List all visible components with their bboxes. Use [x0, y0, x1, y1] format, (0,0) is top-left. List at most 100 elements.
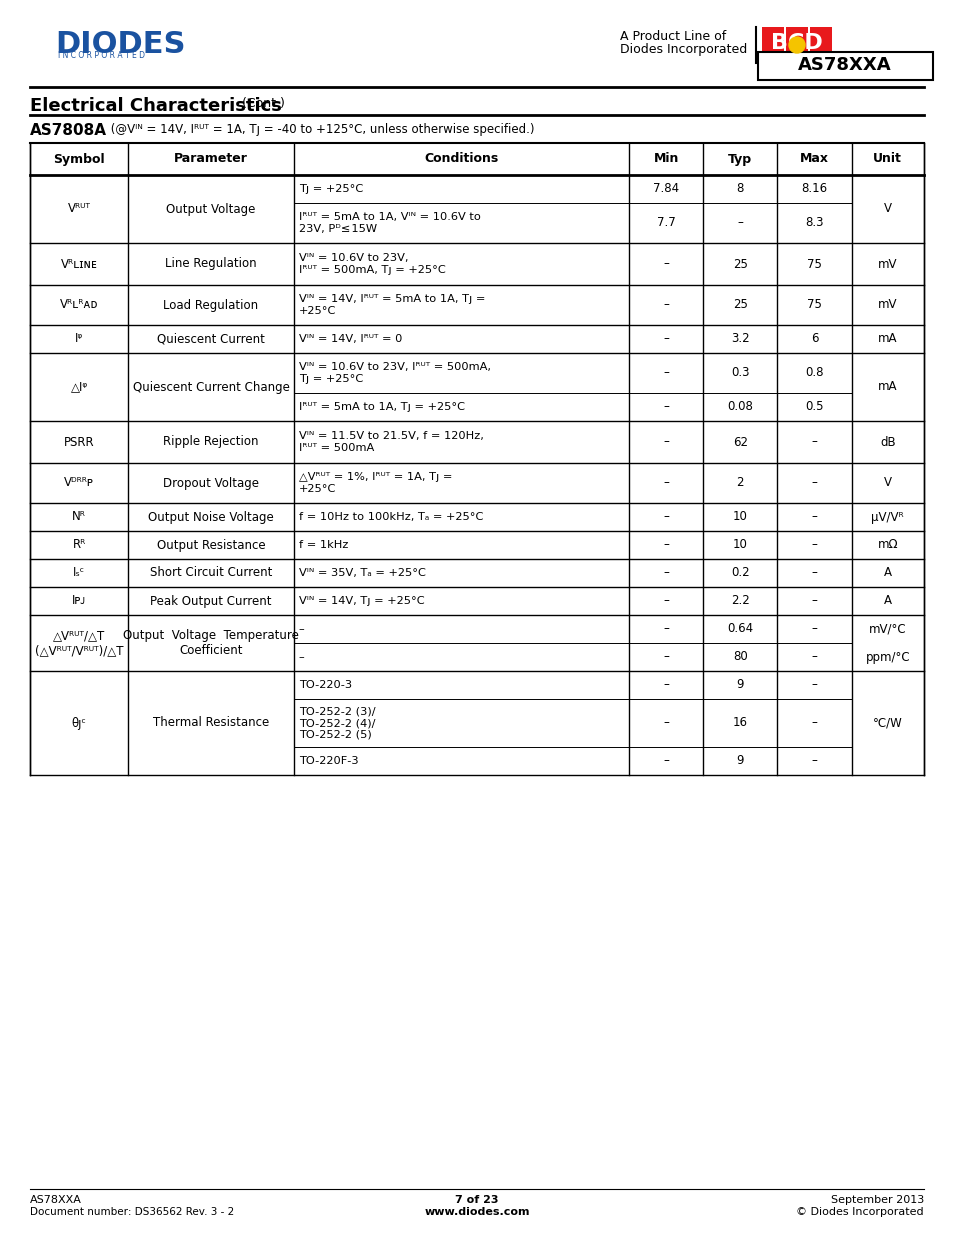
Text: Document number: DS36562 Rev. 3 - 2: Document number: DS36562 Rev. 3 - 2: [30, 1207, 234, 1216]
Text: 10: 10: [732, 510, 747, 524]
Text: Quiescent Current: Quiescent Current: [157, 332, 265, 346]
Text: mA: mA: [877, 380, 897, 394]
Text: TO-220-3: TO-220-3: [298, 680, 352, 690]
Text: –: –: [662, 510, 668, 524]
Text: –: –: [811, 678, 817, 692]
Text: 62: 62: [732, 436, 747, 448]
Text: AS78XXA: AS78XXA: [30, 1195, 82, 1205]
Text: –: –: [811, 755, 817, 767]
Text: –: –: [662, 258, 668, 270]
Text: 6: 6: [810, 332, 818, 346]
Text: Ripple Rejection: Ripple Rejection: [163, 436, 258, 448]
Text: –: –: [662, 678, 668, 692]
Text: V: V: [882, 203, 891, 215]
Text: Electrical Characteristics: Electrical Characteristics: [30, 98, 281, 115]
Text: (Cont.): (Cont.): [237, 98, 285, 110]
Text: Symbol: Symbol: [53, 152, 105, 165]
Text: Vᴰᴿᴿᴘ: Vᴰᴿᴿᴘ: [64, 477, 94, 489]
Text: (@Vᴵᴺ = 14V, Iᴿᵁᵀ = 1A, Tȷ = -40 to +125°C, unless otherwise specified.): (@Vᴵᴺ = 14V, Iᴿᵁᵀ = 1A, Tȷ = -40 to +125…: [107, 124, 534, 136]
Text: Vᴿᵁᵀ: Vᴿᵁᵀ: [68, 203, 91, 215]
Text: Min: Min: [653, 152, 678, 165]
Text: 7 of 23: 7 of 23: [455, 1195, 498, 1205]
Text: 0.3: 0.3: [730, 367, 749, 379]
Text: A Product Line of: A Product Line of: [619, 30, 725, 43]
Text: 9: 9: [736, 678, 743, 692]
Text: V: V: [882, 477, 891, 489]
Text: –: –: [298, 652, 304, 662]
Text: 75: 75: [806, 299, 821, 311]
Text: Vᴵᴺ = 35V, Tₐ = +25°C: Vᴵᴺ = 35V, Tₐ = +25°C: [298, 568, 425, 578]
Text: 0.8: 0.8: [804, 367, 822, 379]
Text: 3.2: 3.2: [730, 332, 749, 346]
Text: 8: 8: [736, 183, 743, 195]
Text: –: –: [662, 436, 668, 448]
Text: 16: 16: [732, 716, 747, 730]
Text: Iᴘᴊ: Iᴘᴊ: [72, 594, 86, 608]
Text: Output Noise Voltage: Output Noise Voltage: [148, 510, 274, 524]
Text: 2.2: 2.2: [730, 594, 749, 608]
Text: Vᴿʟᴿᴀᴅ: Vᴿʟᴿᴀᴅ: [60, 299, 98, 311]
Text: –: –: [662, 755, 668, 767]
Text: –: –: [811, 622, 817, 636]
Text: I N C O R P O R A T E D: I N C O R P O R A T E D: [58, 51, 145, 61]
Text: Peak Output Current: Peak Output Current: [151, 594, 272, 608]
Text: Max: Max: [800, 152, 828, 165]
Text: mA: mA: [877, 332, 897, 346]
Text: Vᴵᴺ = 10.6V to 23V, Iᴿᵁᵀ = 500mA,
Tȷ = +25°C: Vᴵᴺ = 10.6V to 23V, Iᴿᵁᵀ = 500mA, Tȷ = +…: [298, 362, 490, 384]
Text: °C/W: °C/W: [872, 716, 902, 730]
Text: Output Resistance: Output Resistance: [156, 538, 265, 552]
Text: AS7808A: AS7808A: [30, 124, 107, 138]
Text: △Vᴿᵁᵀ = 1%, Iᴿᵁᵀ = 1A, Tȷ =
+25°C: △Vᴿᵁᵀ = 1%, Iᴿᵁᵀ = 1A, Tȷ = +25°C: [298, 472, 452, 494]
Text: TO-220F-3: TO-220F-3: [298, 756, 358, 766]
Text: Vᴵᴺ = 14V, Iᴿᵁᵀ = 0: Vᴵᴺ = 14V, Iᴿᵁᵀ = 0: [298, 333, 401, 345]
Text: Vᴵᴺ = 10.6V to 23V,
Iᴿᵁᵀ = 500mA, Tȷ = +25°C: Vᴵᴺ = 10.6V to 23V, Iᴿᵁᵀ = 500mA, Tȷ = +…: [298, 253, 445, 275]
Text: 9: 9: [736, 755, 743, 767]
Text: △Vᴿᵁᵀ/△T
(△Vᴿᵁᵀ/Vᴿᵁᵀ)/△T: △Vᴿᵁᵀ/△T (△Vᴿᵁᵀ/Vᴿᵁᵀ)/△T: [35, 629, 123, 657]
Text: Nᴿ: Nᴿ: [72, 510, 86, 524]
Text: –: –: [662, 716, 668, 730]
Text: mV: mV: [877, 258, 897, 270]
Text: 8.3: 8.3: [804, 216, 822, 230]
Text: Parameter: Parameter: [173, 152, 248, 165]
Text: –: –: [811, 510, 817, 524]
Text: Rᴿ: Rᴿ: [72, 538, 86, 552]
Text: A: A: [882, 594, 891, 608]
Circle shape: [788, 37, 804, 53]
Text: AS78XXA: AS78XXA: [798, 56, 891, 74]
Text: Conditions: Conditions: [424, 152, 498, 165]
Text: θȷᶜ: θȷᶜ: [71, 716, 87, 730]
Text: –: –: [662, 400, 668, 414]
Text: –: –: [811, 567, 817, 579]
Text: –: –: [298, 624, 304, 634]
Text: –: –: [811, 436, 817, 448]
Text: 80: 80: [732, 651, 747, 663]
Text: Unit: Unit: [872, 152, 902, 165]
FancyBboxPatch shape: [785, 27, 807, 63]
Text: BCD: BCD: [770, 33, 822, 53]
Text: 0.64: 0.64: [726, 622, 753, 636]
Text: –: –: [662, 477, 668, 489]
FancyBboxPatch shape: [761, 27, 783, 63]
FancyBboxPatch shape: [758, 52, 932, 80]
Text: 8.16: 8.16: [801, 183, 826, 195]
Text: Vᴵᴺ = 11.5V to 21.5V, f = 120Hz,
Iᴿᵁᵀ = 500mA: Vᴵᴺ = 11.5V to 21.5V, f = 120Hz, Iᴿᵁᵀ = …: [298, 431, 483, 453]
Text: –: –: [662, 538, 668, 552]
Text: Dropout Voltage: Dropout Voltage: [163, 477, 259, 489]
Text: –: –: [662, 567, 668, 579]
Text: © Diodes Incorporated: © Diodes Incorporated: [796, 1207, 923, 1216]
Text: –: –: [662, 594, 668, 608]
Text: DIODES: DIODES: [55, 30, 185, 59]
Text: Iᵠ: Iᵠ: [75, 332, 83, 346]
Text: Output Voltage: Output Voltage: [166, 203, 255, 215]
Text: Vᴵᴺ = 14V, Iᴿᵁᵀ = 5mA to 1A, Tȷ =
+25°C: Vᴵᴺ = 14V, Iᴿᵁᵀ = 5mA to 1A, Tȷ = +25°C: [298, 294, 484, 316]
Text: Vᴵᴺ = 14V, Tȷ = +25°C: Vᴵᴺ = 14V, Tȷ = +25°C: [298, 597, 424, 606]
Text: Tȷ = +25°C: Tȷ = +25°C: [298, 184, 362, 194]
Text: Output  Voltage  Temperature
Coefficient: Output Voltage Temperature Coefficient: [123, 629, 298, 657]
Text: Iᴿᵁᵀ = 5mA to 1A, Tȷ = +25°C: Iᴿᵁᵀ = 5mA to 1A, Tȷ = +25°C: [298, 403, 464, 412]
Text: Line Regulation: Line Regulation: [165, 258, 256, 270]
Text: –: –: [662, 332, 668, 346]
Text: PSRR: PSRR: [64, 436, 94, 448]
Text: –: –: [737, 216, 742, 230]
Text: –: –: [662, 367, 668, 379]
Text: 7.7: 7.7: [656, 216, 675, 230]
